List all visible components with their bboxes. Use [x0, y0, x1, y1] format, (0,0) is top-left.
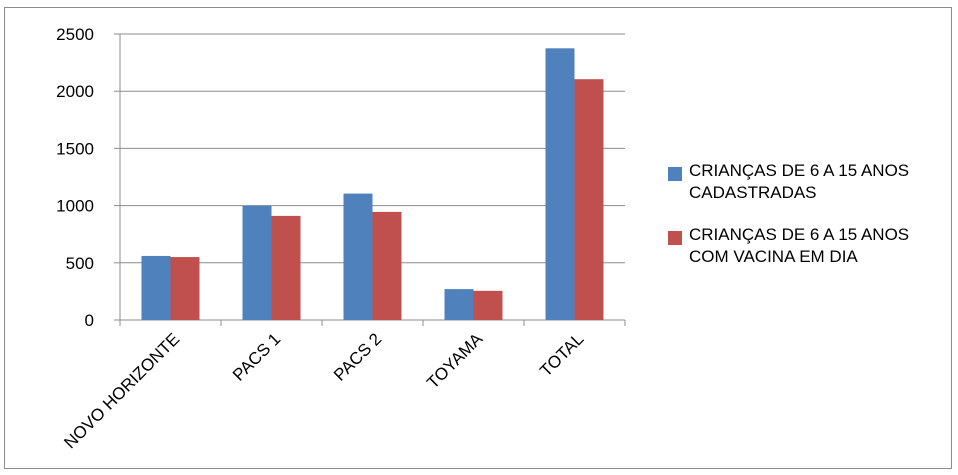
- legend-item-series-1: CRIANÇAS DE 6 A 15 ANOS CADASTRADAS: [668, 160, 938, 204]
- bar-series-2: [271, 215, 301, 320]
- bar-series-2: [170, 257, 200, 320]
- bar-series-1: [141, 255, 171, 320]
- bar-series-1: [545, 48, 575, 321]
- x-category-label: PACS 2: [330, 329, 385, 384]
- legend-label-series-1: CRIANÇAS DE 6 A 15 ANOS CADASTRADAS: [689, 161, 910, 202]
- y-tick-label: 0: [85, 311, 94, 330]
- legend-label-series-2: CRIANÇAS DE 6 A 15 ANOS COM VACINA EM DI…: [689, 225, 910, 266]
- x-category-label: NOVO HORIZONTE: [60, 329, 183, 452]
- bars: [141, 48, 604, 321]
- bar-series-1: [343, 193, 373, 320]
- y-tick-label: 2000: [56, 82, 94, 101]
- bar-series-2: [372, 211, 402, 320]
- bar-series-1: [242, 205, 272, 320]
- bar-series-2: [473, 290, 503, 320]
- chart-frame: [4, 7, 952, 469]
- legend: CRIANÇAS DE 6 A 15 ANOS CADASTRADAS CRIA…: [668, 160, 938, 288]
- y-tick-label: 1500: [56, 139, 94, 158]
- y-tick-label: 500: [66, 254, 94, 273]
- x-category-label: TOTAL: [536, 329, 587, 380]
- x-category-label: TOYAMA: [423, 329, 487, 393]
- y-tick-label: 2500: [56, 25, 94, 44]
- y-tick-label: 1000: [56, 197, 94, 216]
- axis-labels: 0 500 1000 1500 2000 2500 NOVO HORIZONTE PACS 1…: [56, 25, 587, 452]
- legend-swatch-series-2: [668, 231, 682, 245]
- legend-swatch-series-1: [668, 167, 682, 181]
- bar-series-2: [574, 79, 604, 320]
- legend-item-series-2: CRIANÇAS DE 6 A 15 ANOS COM VACINA EM DI…: [668, 224, 938, 268]
- bar-series-1: [444, 289, 474, 320]
- x-category-label: PACS 1: [229, 329, 284, 384]
